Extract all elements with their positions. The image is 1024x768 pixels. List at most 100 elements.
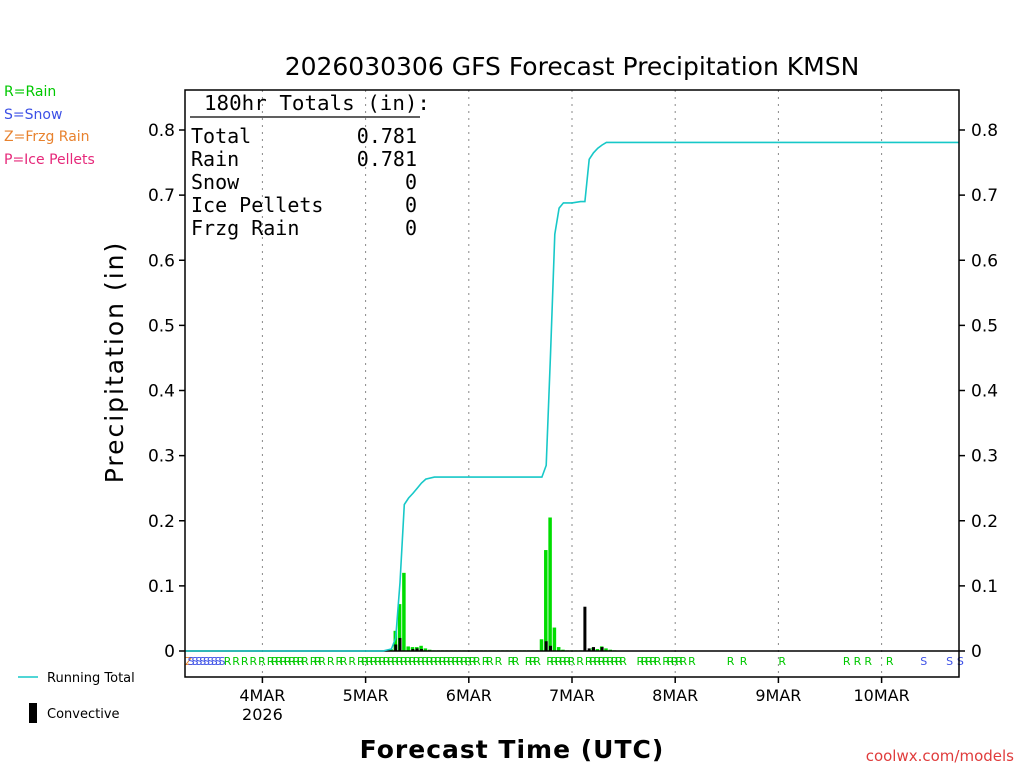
x-tick-label: 9MAR (755, 686, 801, 705)
precip-bar (548, 517, 552, 651)
precip-bar (539, 639, 544, 651)
convective-bar (544, 641, 548, 651)
y-tick-label-left: 0.6 (148, 251, 175, 271)
ptype-letter: R (430, 655, 438, 668)
ptype-letter: R (594, 655, 602, 668)
convective-bar (600, 647, 604, 651)
x-tick-sublabel: 2026 (242, 705, 283, 724)
site-credit: coolwx.com/models (866, 747, 1014, 765)
y-tick-label-right: 0.2 (971, 512, 998, 532)
y-tick-label-left: 0.1 (148, 577, 175, 597)
precip-bar (544, 550, 548, 651)
ptype-letter: R (654, 655, 662, 668)
y-tick-label-left: 0.3 (148, 447, 175, 467)
ptype-letter: S (946, 655, 953, 668)
ptype-legend: R=Rain S=Snow Z=Frzg Rain P=Ice Pellets (4, 84, 95, 168)
ptype-letter: R (336, 655, 344, 668)
y-tick-label-right: 0.5 (971, 316, 998, 336)
totals-value: 0 (405, 170, 417, 194)
ptype-letter: R (667, 655, 675, 668)
ptype-letter: R (469, 655, 477, 668)
ptype-letter: R (443, 655, 451, 668)
ptype-letter: R (473, 655, 481, 668)
ptype-letter: R (366, 655, 374, 668)
convective-swatch (29, 703, 37, 723)
ptype-letter: S (191, 655, 198, 668)
ptype-letter: R (297, 655, 305, 668)
ptype-letter: R (383, 655, 391, 668)
y-tick-label-left: 0.5 (148, 316, 175, 336)
ptype-letter: R (267, 655, 275, 668)
ptype-letter: R (512, 655, 520, 668)
ptype-letter: R (662, 655, 670, 668)
convective-bar (592, 647, 595, 651)
precip-bar (556, 647, 561, 651)
grid-lines (261, 90, 883, 677)
bottom-legend: Running Total Convective (18, 671, 135, 723)
ptype-letter: R (649, 655, 657, 668)
ptype-letter: R (864, 655, 872, 668)
ptype-letter: S (203, 655, 210, 668)
ptype-letter: R (563, 655, 571, 668)
ptype-letter: R (314, 655, 322, 668)
running-total-line (185, 141, 959, 652)
totals-box: 180hr Totals (in): Total 0.781 Rain 0.781 Sn… (190, 91, 430, 240)
ptype-letter: R (310, 655, 318, 668)
ptype-letter: R (409, 655, 417, 668)
legend-rain: R=Rain (4, 84, 56, 100)
ptype-letter: R (559, 655, 567, 668)
ptype-letter: S (211, 655, 218, 668)
ptype-letter: R (727, 655, 735, 668)
ptype-letter: R (585, 655, 593, 668)
ptype-letter: R (568, 655, 576, 668)
ptype-letter: R (615, 655, 623, 668)
convective-bar (398, 637, 402, 651)
ptype-letter: S (199, 655, 206, 668)
ptype-letter: S (188, 655, 195, 668)
convective-bar (420, 649, 423, 651)
ptype-letter: R (637, 655, 645, 668)
ptype-letter: R (224, 655, 232, 668)
ptype-letter: S (219, 655, 226, 668)
ptype-letter: R (327, 655, 335, 668)
ptype-letter: R (417, 655, 425, 668)
x-tick-label: 4MAR (239, 686, 285, 705)
totals-label: Rain (191, 147, 239, 171)
ptype-letter: R (434, 655, 442, 668)
convective-bar (583, 606, 587, 651)
ptype-letter: R (843, 655, 851, 668)
totals-label: Frzg Rain (191, 216, 299, 240)
ptype-letter: R (602, 655, 610, 668)
ptype-letter: R (387, 655, 395, 668)
totals-label: Total (191, 124, 251, 148)
ptype-letter: R (374, 655, 382, 668)
precip-bar (552, 627, 557, 651)
convective-bar (394, 644, 398, 651)
ptype-letter: R (241, 655, 249, 668)
totals-label: Snow (191, 170, 240, 194)
y-axis-label: Precipitation (in) (100, 241, 129, 484)
ptype-letter: R (740, 655, 748, 668)
legend-frzg-rain: Z=Frzg Rain (4, 129, 90, 145)
precip-bar (419, 645, 423, 651)
precip-bar (397, 604, 402, 651)
ptype-letter: R (361, 655, 369, 668)
ptype-letter: R (370, 655, 378, 668)
precip-bar (389, 649, 393, 651)
y-tick-label-left: 0.7 (148, 186, 175, 206)
ptype-letter: R (854, 655, 862, 668)
ptype-letter: R (886, 655, 894, 668)
ptype-letter: R (250, 655, 258, 668)
ptype-letter: R (396, 655, 404, 668)
y-tick-label-right: 0.3 (971, 447, 998, 467)
ptype-letter: R (258, 655, 266, 668)
ptype-letter: R (675, 655, 683, 668)
y-tick-label-right: 0 (971, 642, 982, 662)
ptype-letter: R (447, 655, 455, 668)
y-tick-label-right: 0.7 (971, 186, 998, 206)
y-tick-label-left: 0.2 (148, 512, 175, 532)
ptype-letter: R (413, 655, 421, 668)
ptype-letter: R (404, 655, 412, 668)
precip-bar (604, 648, 608, 651)
ptype-letter: R (778, 655, 786, 668)
